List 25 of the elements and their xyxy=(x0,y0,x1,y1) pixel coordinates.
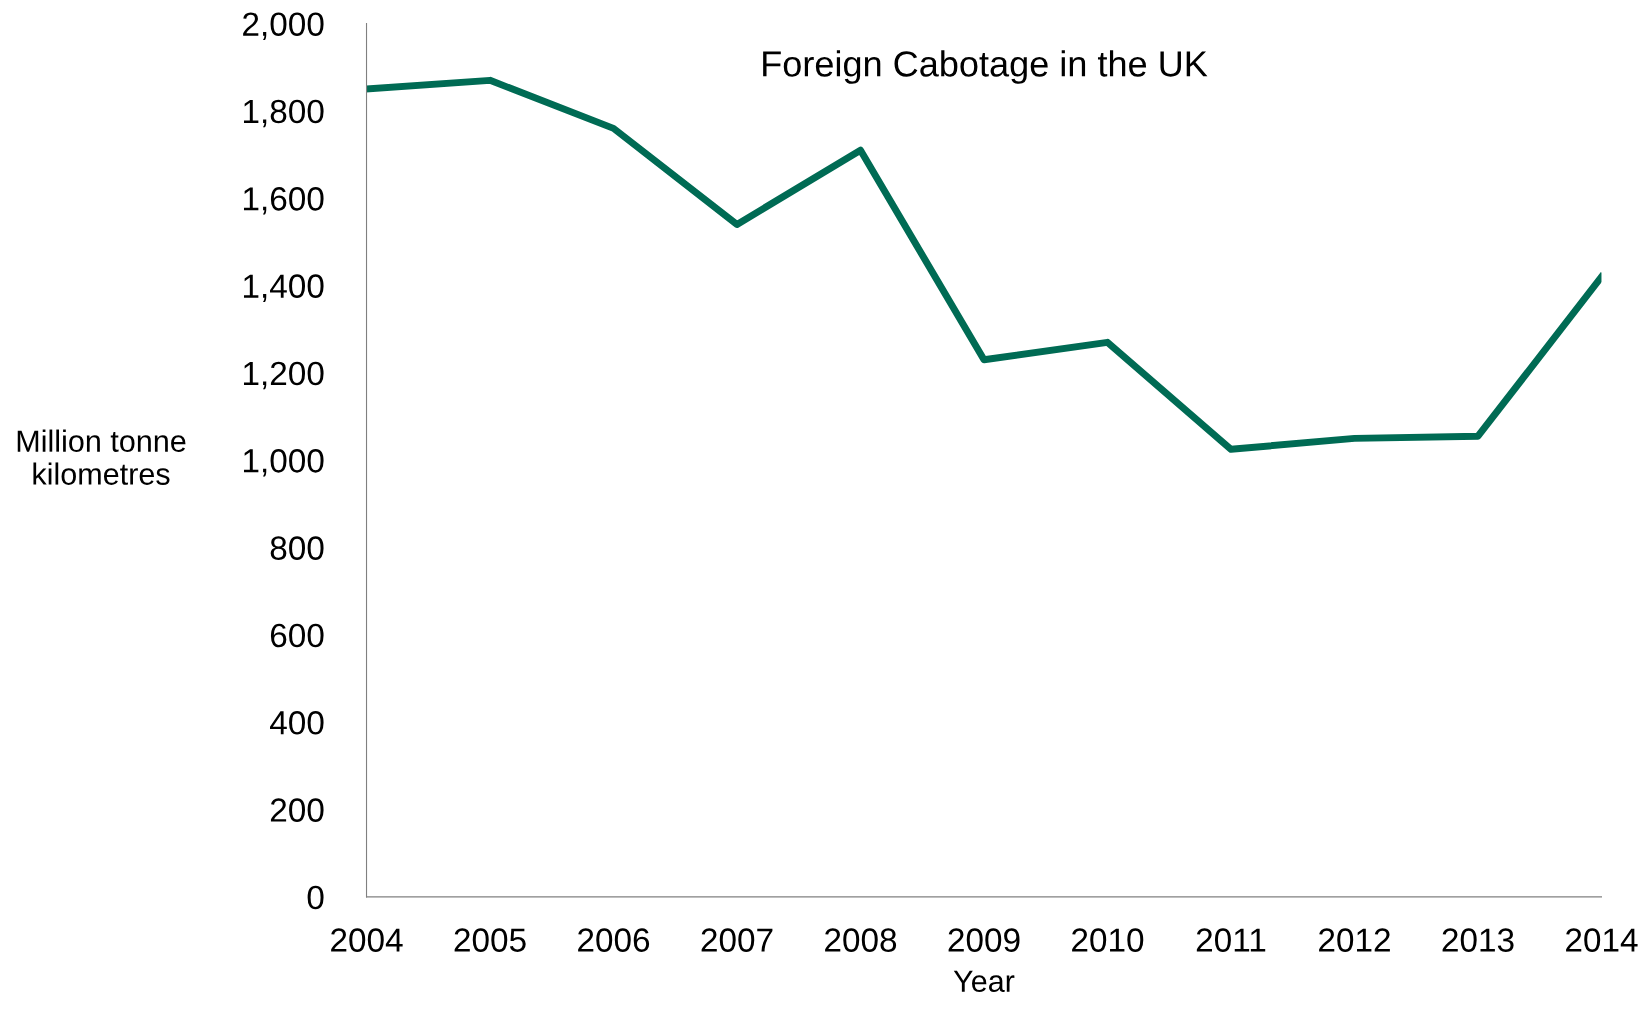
y-tick-label: 0 xyxy=(307,885,324,910)
x-tick-label: 2010 xyxy=(1072,928,1144,952)
x-tick-label: 2013 xyxy=(1442,928,1514,952)
y-tick-label: 1,200 xyxy=(243,361,324,390)
x-tick-label: 2004 xyxy=(331,928,403,952)
y-tick-label: 200 xyxy=(270,798,324,822)
x-tick-label: 2011 xyxy=(1196,928,1266,952)
y-tick-label: 1,800 xyxy=(243,99,324,128)
x-tick-label: 2008 xyxy=(825,928,897,952)
y-tick-label: 1,000 xyxy=(243,449,324,477)
x-tick-label: 2007 xyxy=(701,928,773,952)
x-tick-label: 2006 xyxy=(578,928,650,952)
y-tick-label: 800 xyxy=(270,536,324,560)
x-tick-label: 2014 xyxy=(1566,928,1638,952)
x-axis-title: Year xyxy=(953,970,1015,993)
x-tick-label: 2009 xyxy=(948,928,1020,952)
x-tick-label: 2012 xyxy=(1319,928,1390,952)
y-tick-label: 400 xyxy=(270,711,324,735)
x-tick-label: 2005 xyxy=(454,928,526,952)
text: Foreign Cabotage in the UK xyxy=(763,50,1208,84)
y-tick-label: 2,000 xyxy=(243,12,324,40)
y-tick-label: 1,400 xyxy=(243,274,324,302)
y-tick-label: 1,600 xyxy=(243,187,324,215)
y-axis-title: Million tonne kilometres xyxy=(17,429,186,485)
y-tick-label: 600 xyxy=(270,623,324,648)
